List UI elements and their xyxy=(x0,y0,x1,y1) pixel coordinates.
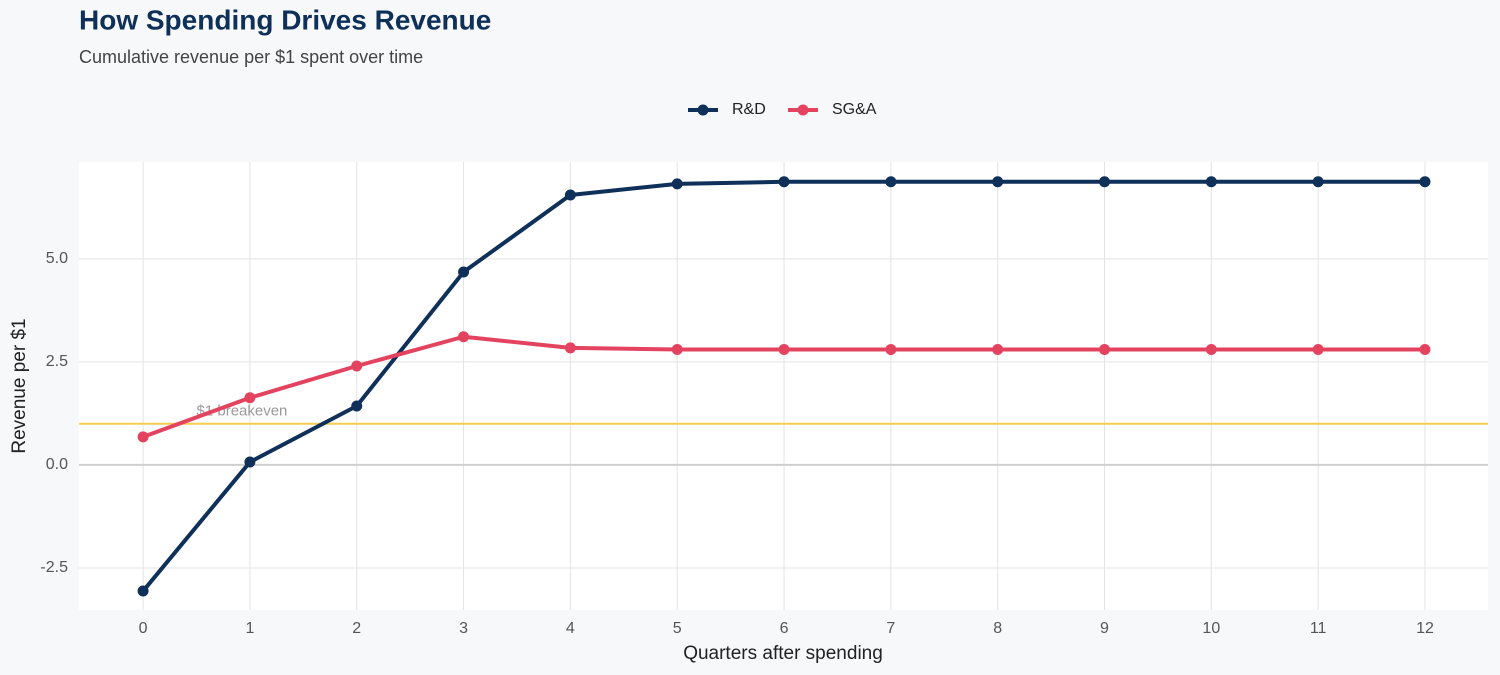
data-point xyxy=(137,431,149,443)
x-axis-title: Quarters after spending xyxy=(683,643,883,664)
data-point xyxy=(564,342,576,354)
data-point xyxy=(1205,344,1217,356)
x-tick-label: 1 xyxy=(245,620,254,637)
x-tick-label: 6 xyxy=(780,620,789,637)
data-point xyxy=(671,344,683,356)
x-tick-label: 12 xyxy=(1416,620,1434,637)
data-point xyxy=(1312,344,1324,356)
x-tick-label: 3 xyxy=(459,620,468,637)
data-point xyxy=(351,360,363,372)
x-tick-label: 10 xyxy=(1202,620,1220,637)
data-point xyxy=(992,176,1004,188)
x-tick-label: 7 xyxy=(886,620,895,637)
data-point xyxy=(458,266,470,278)
data-point xyxy=(1099,176,1111,188)
y-tick-label: -2.5 xyxy=(40,559,68,576)
y-tick-label: 2.5 xyxy=(46,353,68,370)
x-tick-label: 0 xyxy=(139,620,148,637)
data-point xyxy=(244,392,256,404)
x-tick-label: 5 xyxy=(673,620,682,637)
data-point xyxy=(778,344,790,356)
plot-area xyxy=(79,162,1488,610)
data-point xyxy=(244,456,256,468)
legend-marker xyxy=(697,104,709,116)
data-point xyxy=(885,176,897,188)
data-point xyxy=(1099,344,1111,356)
data-point xyxy=(885,344,897,356)
y-tick-label: 5.0 xyxy=(46,250,68,267)
legend-marker xyxy=(797,104,809,116)
x-tick-label: 11 xyxy=(1310,620,1327,637)
x-tick-label: 2 xyxy=(352,620,361,637)
data-point xyxy=(778,176,790,188)
data-point xyxy=(1419,344,1431,356)
legend-label: SG&A xyxy=(832,101,877,118)
data-point xyxy=(1312,176,1324,188)
data-point xyxy=(1419,176,1431,188)
data-point xyxy=(458,331,470,343)
data-point xyxy=(137,585,149,597)
y-tick-label: 0.0 xyxy=(46,456,68,473)
chart-title: How Spending Drives Revenue xyxy=(79,4,491,35)
chart-subtitle: Cumulative revenue per $1 spent over tim… xyxy=(79,47,423,67)
data-point xyxy=(1205,176,1217,188)
data-point xyxy=(992,344,1004,356)
data-point xyxy=(351,400,363,412)
y-axis-title: Revenue per $1 xyxy=(9,318,30,453)
x-tick-label: 9 xyxy=(1100,620,1109,637)
data-point xyxy=(564,189,576,201)
x-tick-label: 4 xyxy=(566,620,575,637)
data-point xyxy=(671,178,683,190)
legend-label: R&D xyxy=(732,101,766,118)
x-tick-label: 8 xyxy=(993,620,1002,637)
